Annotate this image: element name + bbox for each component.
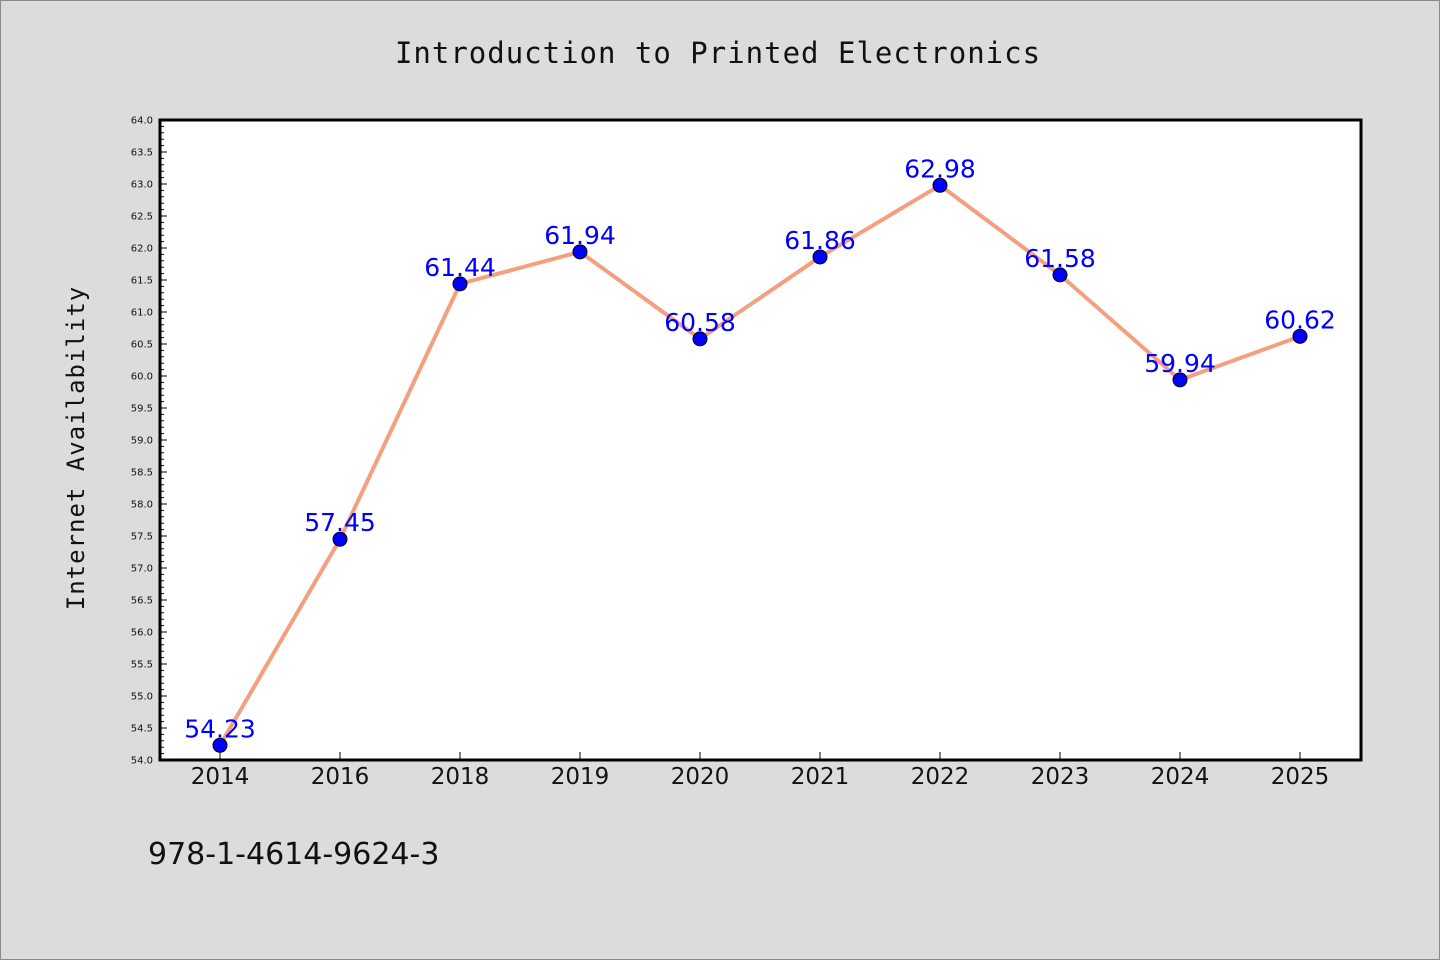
data-label: 61.44 — [424, 253, 496, 282]
y-tick-label: 57.5 — [131, 532, 153, 543]
data-label: 57.45 — [304, 508, 376, 537]
y-tick-label: 62.5 — [131, 212, 153, 223]
y-axis-label: Internet Availability — [62, 286, 90, 610]
x-tick-label: 2024 — [1151, 764, 1210, 790]
y-tick-label: 61.0 — [131, 308, 153, 319]
y-tick-label: 63.5 — [131, 148, 153, 159]
x-tick-label: 2023 — [1031, 764, 1090, 790]
data-point — [692, 331, 708, 347]
data-point — [812, 249, 828, 265]
chart-title: Introduction to Printed Electronics — [395, 36, 1041, 70]
x-tick-label: 2021 — [791, 764, 850, 790]
y-tick-label: 63.0 — [131, 180, 153, 191]
x-tick-label: 2014 — [191, 764, 250, 790]
x-tick-label: 2025 — [1271, 764, 1330, 790]
series-group: 54.23 57.45 61.44 61.94 60.58 61.86 62.98 61.58… — [184, 154, 1336, 753]
data-label: 61.86 — [784, 226, 856, 255]
y-tick-label: 59.5 — [131, 404, 153, 415]
y-tick-label: 54.5 — [131, 724, 153, 735]
y-tick-label: 55.0 — [131, 692, 153, 703]
data-label: 59.94 — [1144, 349, 1216, 378]
data-point — [332, 531, 348, 547]
y-tick-label: 58.0 — [131, 500, 153, 511]
data-label: 61.94 — [544, 221, 616, 250]
x-axis-ticks: 2014 2016 2018 2019 2020 2021 2022 2023 2024 2025 — [191, 752, 1330, 790]
y-tick-label: 56.0 — [131, 628, 153, 639]
y-tick-label: 58.5 — [131, 468, 153, 479]
data-label: 62.98 — [904, 154, 976, 183]
x-tick-label: 2022 — [911, 764, 970, 790]
data-label: 60.62 — [1264, 305, 1336, 334]
y-tick-label: 60.0 — [131, 372, 153, 383]
data-point — [1292, 328, 1308, 344]
x-tick-label: 2020 — [671, 764, 730, 790]
y-axis-ticks: 54.0 54.5 55.0 55.5 56.0 56.5 57.0 57.5 58.0 58.5… — [131, 116, 167, 767]
y-tick-label: 64.0 — [131, 116, 153, 127]
y-tick-label: 62.0 — [131, 244, 153, 255]
y-tick-label: 57.0 — [131, 564, 153, 575]
data-point — [212, 737, 228, 753]
y-tick-label: 56.5 — [131, 596, 153, 607]
data-point — [1052, 267, 1068, 283]
y-tick-label: 61.5 — [131, 276, 153, 287]
plot-area — [158, 118, 1363, 762]
x-tick-label: 2016 — [311, 764, 370, 790]
y-tick-label: 60.5 — [131, 340, 153, 351]
data-point — [932, 177, 948, 193]
footer-isbn: 978-1-4614-9624-3 — [148, 837, 439, 872]
data-point — [572, 244, 588, 260]
y-tick-label: 55.5 — [131, 660, 153, 671]
x-tick-label: 2019 — [551, 764, 610, 790]
data-label: 54.23 — [184, 714, 256, 743]
data-label: 60.58 — [664, 308, 736, 337]
y-tick-label: 59.0 — [131, 436, 153, 447]
y-tick-label: 54.0 — [131, 756, 153, 767]
data-label: 61.58 — [1024, 244, 1096, 273]
data-point — [452, 276, 468, 292]
data-point — [1172, 372, 1188, 388]
series-line — [218, 183, 1302, 748]
x-tick-label: 2018 — [431, 764, 490, 790]
